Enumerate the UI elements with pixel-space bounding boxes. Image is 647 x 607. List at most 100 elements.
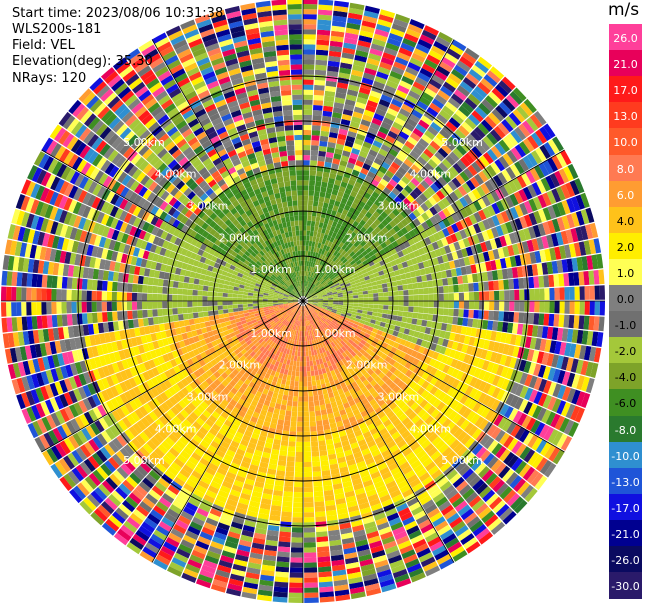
radar-gate <box>491 108 505 122</box>
radar-gate <box>400 42 415 53</box>
radar-gate <box>514 289 520 301</box>
radar-gate <box>512 243 520 256</box>
radar-gate <box>332 107 344 114</box>
radar-gate <box>391 66 405 76</box>
radar-gate <box>287 395 294 402</box>
radar-gate <box>286 400 293 407</box>
radar-gate <box>307 298 313 301</box>
radar-gate <box>303 175 310 181</box>
radar-gate <box>307 295 312 299</box>
radar-gate <box>370 264 377 271</box>
radar-gate <box>380 144 391 153</box>
radar-gate <box>463 152 475 165</box>
radar-gate <box>421 29 437 41</box>
radar-gate <box>406 154 417 164</box>
radar-gate <box>467 149 479 161</box>
radar-gate <box>308 195 314 201</box>
radar-gate <box>317 389 323 396</box>
radar-gate <box>303 139 311 146</box>
radar-gate <box>427 280 434 288</box>
radar-gate <box>345 94 357 102</box>
radar-gate <box>295 441 303 447</box>
radar-gate <box>391 315 398 321</box>
radar-gate <box>310 246 315 252</box>
radar-gate <box>303 190 309 196</box>
radar-gate <box>296 356 301 362</box>
radar-gate <box>385 195 394 204</box>
radar-gate <box>303 285 305 291</box>
radar-gate <box>306 281 309 287</box>
radar-gate <box>359 240 367 247</box>
radar-gate <box>306 235 310 241</box>
radar-gate <box>304 265 307 271</box>
radar-gate <box>388 291 394 297</box>
radar-gate <box>309 170 317 176</box>
radar-gate <box>527 226 537 239</box>
radar-gate <box>386 37 402 47</box>
radar-gate <box>374 28 389 38</box>
radar-gate <box>500 210 510 223</box>
radar-gate <box>293 360 297 367</box>
radar-gate <box>570 228 579 243</box>
radar-gate <box>396 229 405 238</box>
radar-gate <box>381 219 389 227</box>
radar-gate <box>307 255 310 262</box>
radar-gate <box>519 289 525 301</box>
radar-gate <box>566 198 576 213</box>
radar-gate <box>309 230 314 237</box>
radar-gate <box>304 562 317 568</box>
radar-gate <box>344 166 353 174</box>
radar-gate <box>563 244 572 259</box>
radar-gate <box>510 147 522 161</box>
radar-gate <box>390 161 401 171</box>
radar-gate <box>481 271 489 282</box>
radar-gate <box>534 288 540 301</box>
radar-gate <box>445 77 459 89</box>
radar-gate <box>475 158 486 171</box>
radar-gate <box>303 160 310 166</box>
radar-gate <box>547 139 560 154</box>
radar-gate <box>279 526 292 533</box>
radar-gate <box>395 89 408 99</box>
radar-gate <box>304 286 307 292</box>
radar-gate <box>313 286 318 291</box>
radar-gate <box>427 259 435 267</box>
radar-gate <box>423 148 434 159</box>
radar-gate <box>450 93 464 105</box>
radar-gate <box>401 316 408 323</box>
radar-gate <box>403 122 415 132</box>
radar-gate <box>361 250 368 257</box>
radar-gate <box>401 261 409 268</box>
radar-gate <box>315 521 327 528</box>
radar-gate <box>345 282 351 287</box>
radar-gate <box>539 301 545 313</box>
radar-gate <box>550 233 559 247</box>
radar-gate <box>455 267 462 276</box>
radar-gate <box>397 285 404 291</box>
radar-gate <box>413 104 426 115</box>
radar-gate <box>305 291 308 297</box>
radar-gate <box>407 136 418 146</box>
radar-gate <box>521 241 530 253</box>
radar-gate <box>313 257 317 263</box>
radar-gate <box>584 301 590 315</box>
radar-gate <box>465 179 476 191</box>
radar-gate <box>299 371 303 377</box>
radar-gate <box>340 197 348 205</box>
radar-gate <box>399 255 407 263</box>
radar-gate <box>367 311 373 316</box>
radar-gate <box>357 188 366 197</box>
radar-gate <box>451 113 464 125</box>
radar-gate <box>411 199 420 209</box>
radar-gate <box>542 221 551 235</box>
radar-gate <box>304 567 318 573</box>
radar-gate <box>548 313 555 327</box>
radar-gate <box>280 404 287 411</box>
radar-gate <box>423 87 437 98</box>
radar-gate <box>406 259 413 267</box>
radar-gate <box>306 371 311 377</box>
radar-gate <box>385 80 399 90</box>
radar-gate <box>306 294 312 299</box>
radar-gate <box>331 288 337 292</box>
radar-gate <box>346 287 353 292</box>
